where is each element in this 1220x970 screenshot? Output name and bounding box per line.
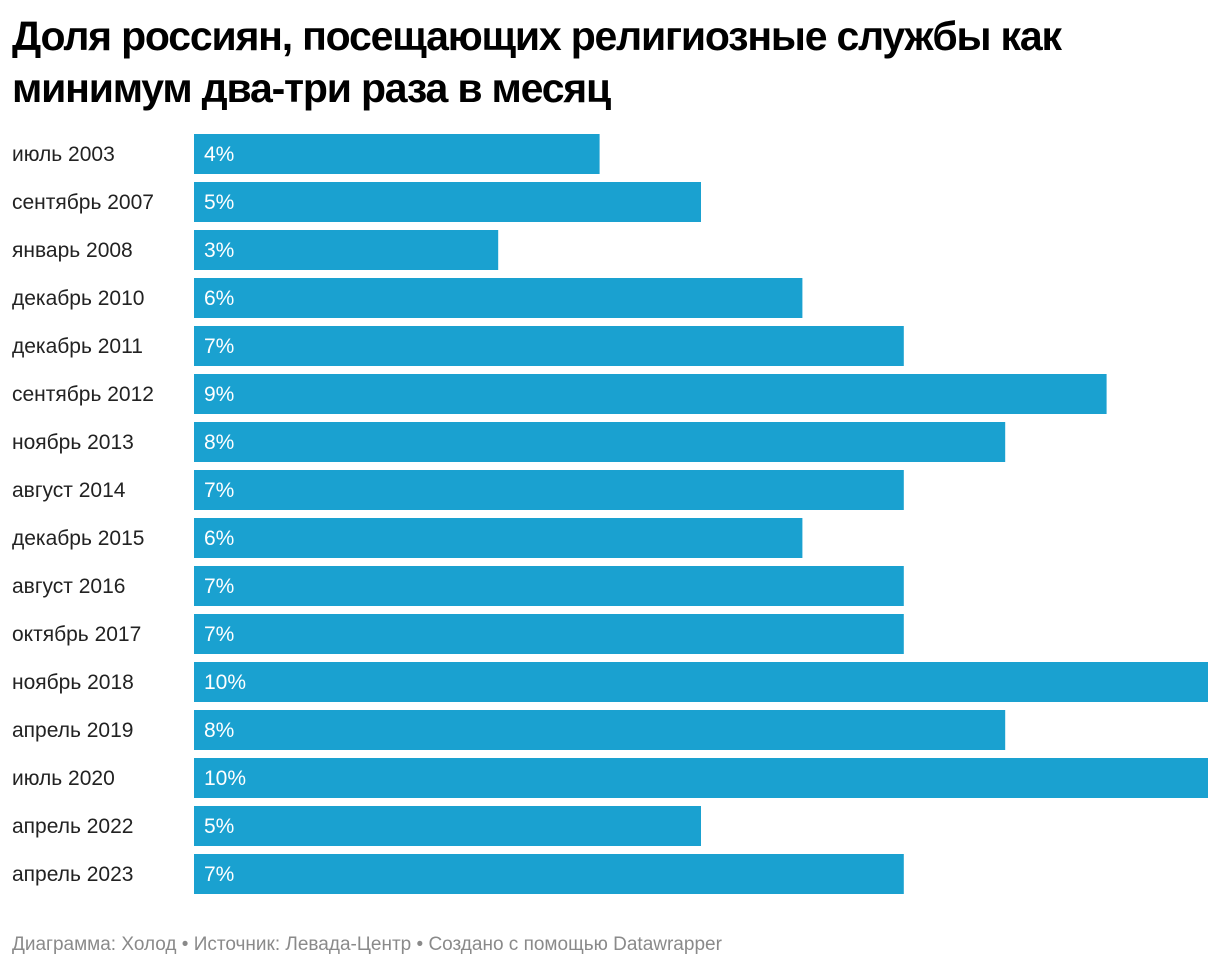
bar-row: август 2016 7%	[12, 566, 904, 606]
bar	[194, 230, 499, 270]
bar	[194, 662, 1208, 702]
category-label: октябрь 2017	[12, 623, 141, 646]
bar	[194, 854, 904, 894]
category-label: август 2016	[12, 575, 125, 598]
value-label: 10%	[204, 671, 246, 694]
category-label: сентябрь 2012	[12, 383, 154, 406]
category-label: декабрь 2010	[12, 287, 144, 310]
value-label: 5%	[204, 815, 234, 838]
bar	[194, 182, 701, 222]
category-label: июль 2003	[12, 143, 115, 166]
category-label: ноябрь 2013	[12, 431, 134, 454]
bar-row: ноябрь 2013 8%	[12, 422, 1006, 462]
bar-row: сентябрь 2007 5%	[12, 182, 701, 222]
value-label: 10%	[204, 767, 246, 790]
value-label: 7%	[204, 479, 234, 502]
bar	[194, 518, 803, 558]
value-label: 9%	[204, 383, 234, 406]
value-label: 8%	[204, 431, 234, 454]
bar	[194, 758, 1208, 798]
category-label: ноябрь 2018	[12, 671, 134, 694]
bar-row: ноябрь 2018 10%	[12, 662, 1208, 702]
bar	[194, 278, 803, 318]
bar-row: декабрь 2011 7%	[12, 326, 904, 366]
chart-footer: Диаграмма: Холод • Источник: Левада-Цент…	[12, 934, 722, 955]
bar-chart: июль 2003 4% сентябрь 2007 5% январь 2008 3% д…	[12, 134, 1208, 894]
category-label: апрель 2022	[12, 815, 133, 838]
bar-row: сентябрь 2012 9%	[12, 374, 1107, 414]
value-label: 5%	[204, 191, 234, 214]
bar	[194, 134, 600, 174]
bar	[194, 374, 1107, 414]
value-label: 7%	[204, 623, 234, 646]
value-label: 7%	[204, 863, 234, 886]
bar	[194, 806, 701, 846]
category-label: август 2014	[12, 479, 126, 502]
category-label: апрель 2023	[12, 863, 133, 886]
bar-row: апрель 2022 5%	[12, 806, 701, 846]
bar-row: август 2014 7%	[12, 470, 904, 510]
bar-row: июль 2003 4%	[12, 134, 600, 174]
bar-row: апрель 2019 8%	[12, 710, 1006, 750]
value-label: 4%	[204, 143, 234, 166]
bar	[194, 470, 904, 510]
chart-title: Доля россиян, посещающих религиозные слу…	[12, 13, 1062, 111]
category-label: июль 2020	[12, 767, 115, 790]
category-label: апрель 2019	[12, 719, 133, 742]
bar	[194, 614, 904, 654]
value-label: 7%	[204, 335, 234, 358]
bar	[194, 566, 904, 606]
category-label: декабрь 2015	[12, 527, 144, 550]
category-label: январь 2008	[12, 239, 133, 262]
bar-row: октябрь 2017 7%	[12, 614, 904, 654]
value-label: 7%	[204, 575, 234, 598]
bar-row: декабрь 2015 6%	[12, 518, 803, 558]
value-label: 6%	[204, 287, 234, 310]
value-label: 3%	[204, 239, 234, 262]
bar-row: апрель 2023 7%	[12, 854, 904, 894]
bar-row: декабрь 2010 6%	[12, 278, 803, 318]
bar	[194, 710, 1006, 750]
category-label: декабрь 2011	[12, 335, 143, 358]
bar-row: январь 2008 3%	[12, 230, 499, 270]
value-label: 6%	[204, 527, 234, 550]
bar-row: июль 2020 10%	[12, 758, 1208, 798]
value-label: 8%	[204, 719, 234, 742]
bar	[194, 422, 1006, 462]
category-label: сентябрь 2007	[12, 191, 154, 214]
bar	[194, 326, 904, 366]
